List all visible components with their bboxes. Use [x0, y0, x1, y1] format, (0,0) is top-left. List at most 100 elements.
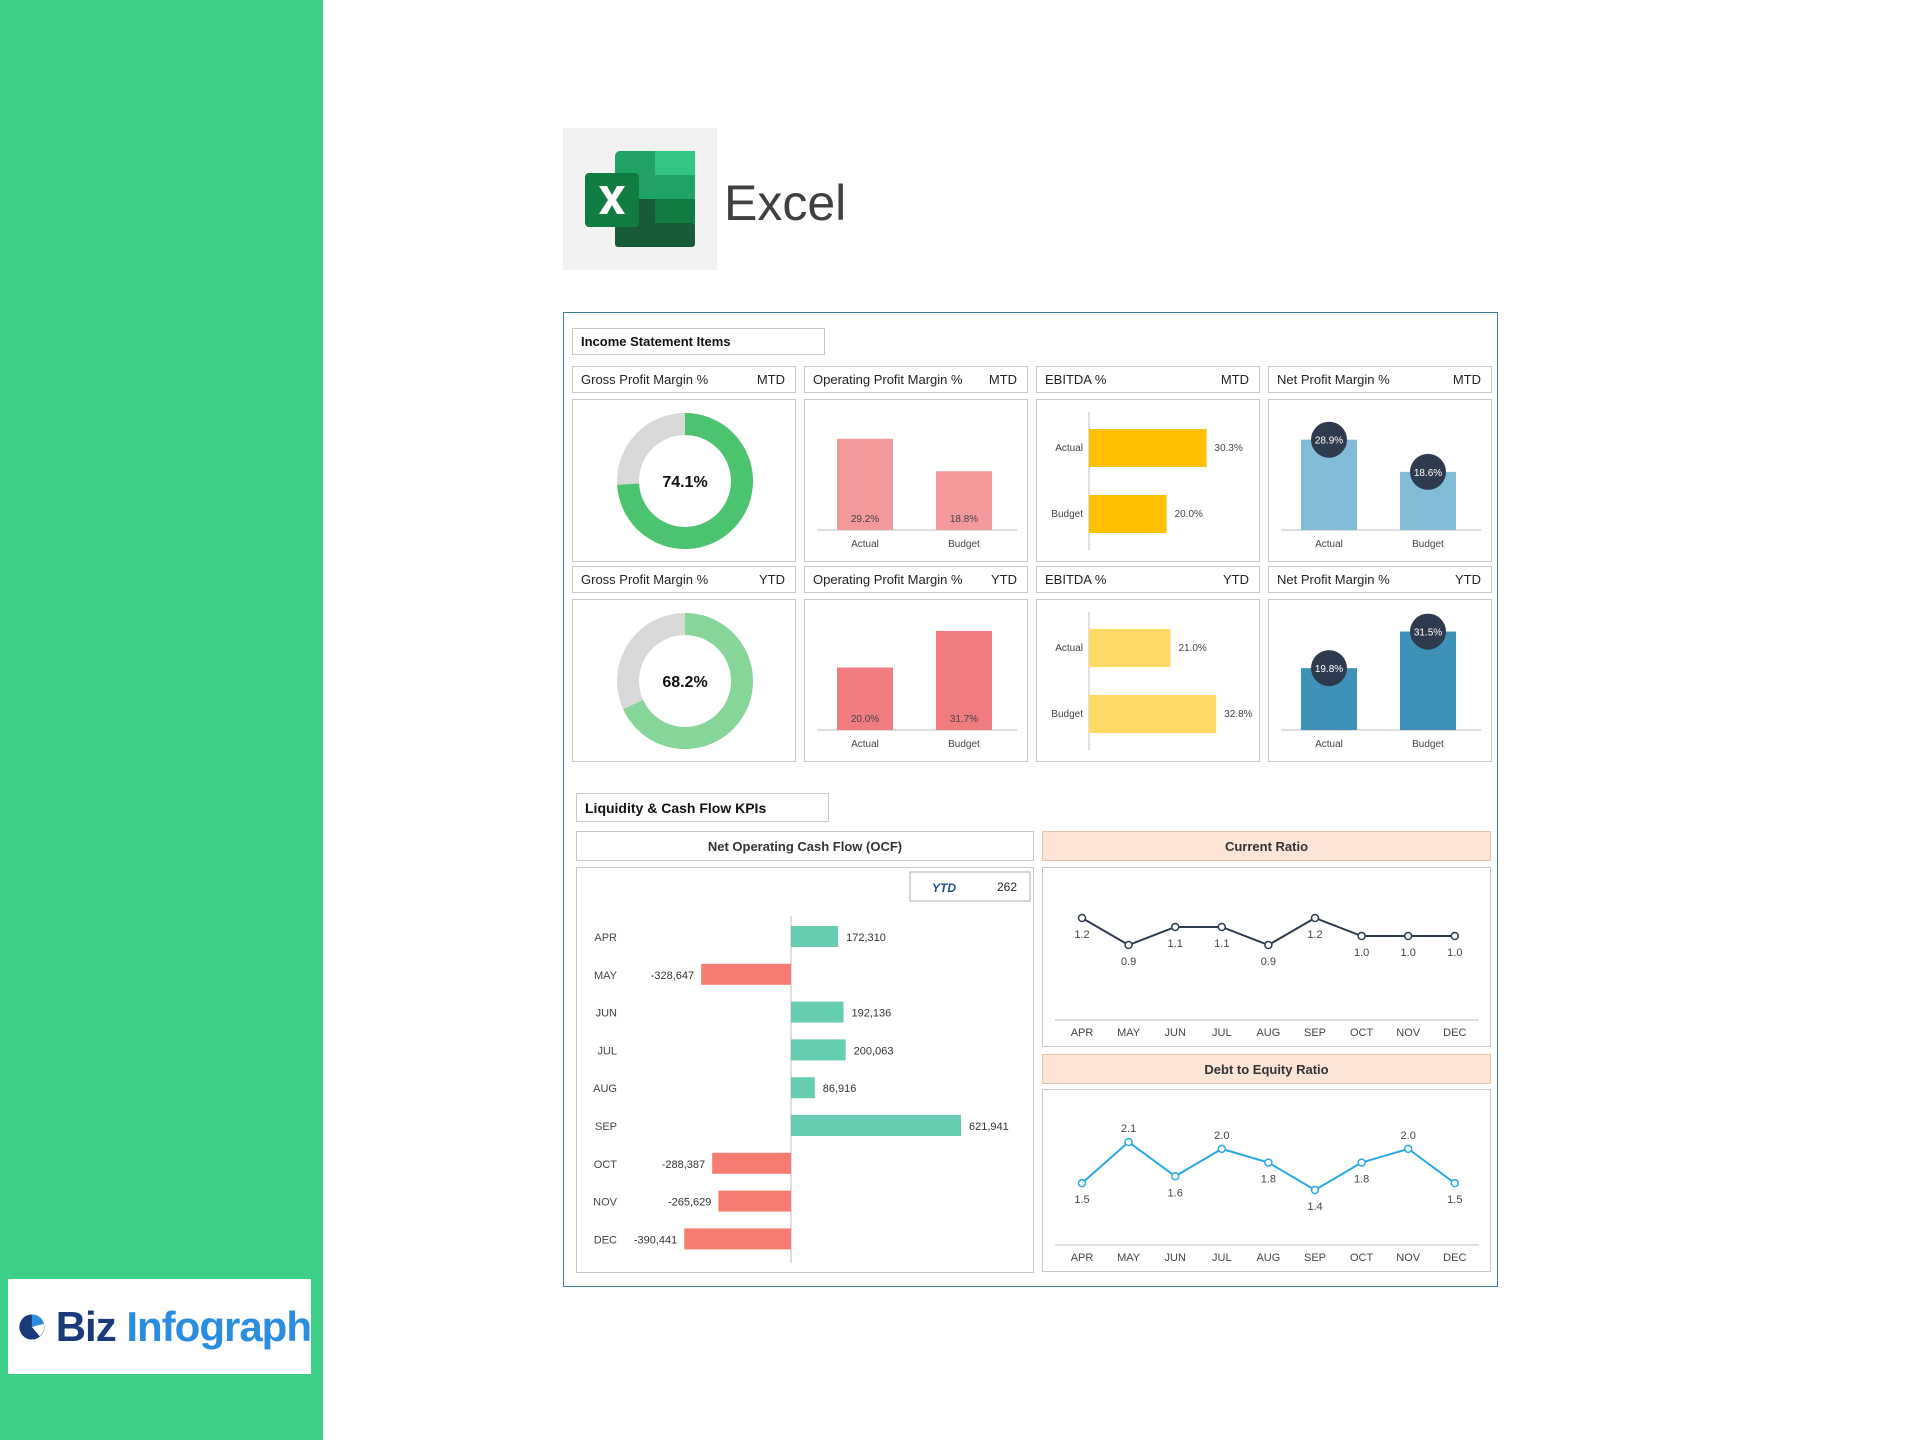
ocf-value-label-may: -328,647: [651, 970, 694, 982]
de_ratio-cat-label-aug: AUG: [1256, 1252, 1280, 1264]
npm_mtd-badge-1: [1410, 453, 1446, 490]
current_ratio-cat-label-nov: NOV: [1396, 1027, 1421, 1039]
gpm-mtd-chart: 74.1%: [617, 413, 753, 549]
npm_mtd-cat-label-0: Actual: [1315, 539, 1343, 550]
current_ratio-cat-label-dec: DEC: [1443, 1027, 1466, 1039]
npm-mtd-title: Net Profit Margin %: [1277, 372, 1390, 387]
ocf-cat-label-oct: OCT: [594, 1159, 618, 1171]
opm-mtd-period: MTD: [988, 372, 1017, 387]
ocf-bar-sep: [791, 1115, 961, 1136]
green-sidebar: [0, 0, 323, 1440]
de_ratio-point-dec: [1450, 1178, 1460, 1188]
current_ratio-value-label-nov: 1.0: [1401, 947, 1416, 959]
current-ratio-title: Current Ratio: [1042, 831, 1491, 861]
de_ratio-cat-label-may: MAY: [1117, 1252, 1141, 1264]
opm_ytd-bar-label-0: 20.0%: [851, 714, 879, 725]
ebitda_ytd-cat-label-1: Budget: [1051, 709, 1083, 720]
gpm-ytd-tile: 68.2%: [572, 599, 796, 762]
app-title: Excel: [724, 175, 847, 231]
de_ratio-value-label-dec: 1.5: [1447, 1194, 1462, 1206]
ebitda_ytd-bar-label-1: 32.8%: [1224, 709, 1252, 720]
de_ratio-cat-label-sep: SEP: [1304, 1252, 1326, 1264]
gpm-mtd-title: Gross Profit Margin %: [581, 372, 709, 387]
de-ratio-tile: 1.5 APR 2.1 MAY 1.6 JUN 2.0 JUL 1.8 AUG 1.4 SEP 1.8 O…: [1042, 1089, 1491, 1272]
ebitda-mtd-header: EBITDA % MTD: [1036, 366, 1260, 393]
current_ratio-cat-label-oct: OCT: [1350, 1027, 1374, 1039]
ocf-cat-label-jun: JUN: [596, 1008, 617, 1020]
gpm-mtd-period: MTD: [756, 372, 785, 387]
ocf-bar-dec: [684, 1228, 791, 1250]
de_ratio-cat-label-nov: NOV: [1396, 1252, 1421, 1264]
current_ratio-value-label-jul: 1.1: [1214, 938, 1229, 950]
de_ratio-point-oct: [1357, 1158, 1366, 1167]
excel-logo: [563, 128, 717, 270]
current_ratio-point-sep: [1310, 913, 1320, 923]
ebitda_mtd-bar-label-0: 30.3%: [1215, 443, 1243, 454]
ebitda-mtd-chart: Actual 30.3% Budget 20.0%: [1051, 412, 1243, 550]
current_ratio-point-may: [1124, 940, 1133, 950]
npm-mtd-tile: 28.9% Actual 18.6% Budget: [1268, 399, 1492, 562]
opm-ytd-tile: 20.0% Actual 31.7% Budget: [804, 599, 1028, 762]
ebitda-mtd-period: MTD: [1220, 372, 1249, 387]
ebitda_mtd-bar-1: [1089, 495, 1167, 533]
npm-mtd-header: Net Profit Margin % MTD: [1268, 366, 1492, 393]
current_ratio-value-label-may: 0.9: [1121, 956, 1136, 968]
npm-mtd-chart: 28.9% Actual 18.6% Budget: [1281, 421, 1481, 550]
gpm_ytd-center-label: 68.2%: [662, 674, 707, 691]
ocf-ytd-label: YTD: [932, 881, 956, 895]
ocf-value-label-jun: 192,136: [852, 1008, 892, 1020]
gpm-ytd-header: Gross Profit Margin % YTD: [572, 566, 796, 593]
opm_mtd-bar-1: [936, 471, 992, 530]
de_ratio-point-aug: [1264, 1158, 1273, 1167]
ocf-bar-oct: [712, 1152, 791, 1174]
ocf-value-label-dec: -390,441: [634, 1234, 677, 1246]
ebitda_ytd-bar-0: [1089, 629, 1171, 667]
current_ratio-value-label-aug: 0.9: [1261, 956, 1276, 968]
ocf-ytd-box: [909, 871, 1031, 902]
ocf-cat-label-may: MAY: [594, 970, 618, 982]
ebitda_mtd-cat-label-1: Budget: [1051, 509, 1083, 520]
de_ratio-cat-label-apr: APR: [1071, 1252, 1094, 1264]
ocf-value-label-apr: 172,310: [846, 932, 886, 944]
current_ratio-point-aug: [1264, 940, 1273, 950]
de_ratio-point-apr: [1077, 1178, 1087, 1188]
npm-ytd-title: Net Profit Margin %: [1277, 572, 1390, 587]
ocf-cat-label-jul: JUL: [597, 1045, 617, 1057]
de_ratio-value-label-apr: 1.5: [1074, 1194, 1089, 1206]
current_ratio-point-nov: [1403, 931, 1413, 941]
dashboard-panel: Income Statement Items Gross Profit Marg…: [563, 312, 1498, 1287]
gpm_ytd-donut-value: [623, 613, 753, 749]
current_ratio-point-jun: [1170, 922, 1180, 932]
opm_mtd-cat-label-1: Budget: [948, 539, 980, 550]
gpm-ytd-title: Gross Profit Margin %: [581, 572, 709, 587]
current_ratio-value-label-apr: 1.2: [1074, 929, 1089, 941]
ocf-bar-jul: [791, 1039, 846, 1061]
npm_ytd-cat-label-1: Budget: [1412, 739, 1444, 750]
npm-ytd-period: YTD: [1455, 572, 1481, 587]
opm_mtd-bar-label-0: 29.2%: [851, 514, 879, 525]
ebitda_ytd-bar-1: [1089, 695, 1217, 733]
current-ratio-chart: 1.2 APR 0.9 MAY 1.1 JUN 1.1 JUL 0.9 AUG 1.2 SEP 1.0 O…: [1055, 913, 1479, 1039]
ebitda-ytd-tile: Actual 21.0% Budget 32.8%: [1036, 599, 1260, 762]
ocf-value-label-aug: 86,916: [823, 1083, 857, 1095]
ocf-value-label-jul: 200,063: [854, 1045, 894, 1057]
gpm-ytd-chart: 68.2%: [617, 613, 753, 749]
ocf-chart: YTD 262 APR 172,310 MAY -328,647 JUN 192,136 JUL…: [593, 871, 1031, 1263]
gpm_mtd-donut-value: [617, 413, 753, 549]
ocf-cat-label-dec: DEC: [594, 1234, 617, 1246]
ebitda-ytd-chart: Actual 21.0% Budget 32.8%: [1051, 612, 1253, 750]
ocf-bar-apr: [791, 926, 839, 947]
npm_ytd-badge-1: [1410, 613, 1446, 650]
brand-logo-box: Biz Infograph: [8, 1279, 312, 1374]
de-ratio-chart: 1.5 APR 2.1 MAY 1.6 JUN 2.0 JUL 1.8 AUG 1.4 SEP 1.8 O…: [1055, 1123, 1479, 1264]
opm-ytd-chart: 20.0% Actual 31.7% Budget: [817, 630, 1017, 750]
current_ratio-cat-label-jul: JUL: [1212, 1027, 1232, 1039]
ebitda-ytd-period: YTD: [1223, 572, 1249, 587]
ocf-bar-may: [701, 963, 791, 985]
gpm-ytd-period: YTD: [759, 572, 785, 587]
current_ratio-value-label-jun: 1.1: [1168, 938, 1183, 950]
current_ratio-point-dec: [1450, 931, 1460, 941]
ocf-cat-label-nov: NOV: [593, 1197, 618, 1209]
current_ratio-cat-label-may: MAY: [1117, 1027, 1141, 1039]
brand-pie-icon: [19, 1313, 45, 1340]
